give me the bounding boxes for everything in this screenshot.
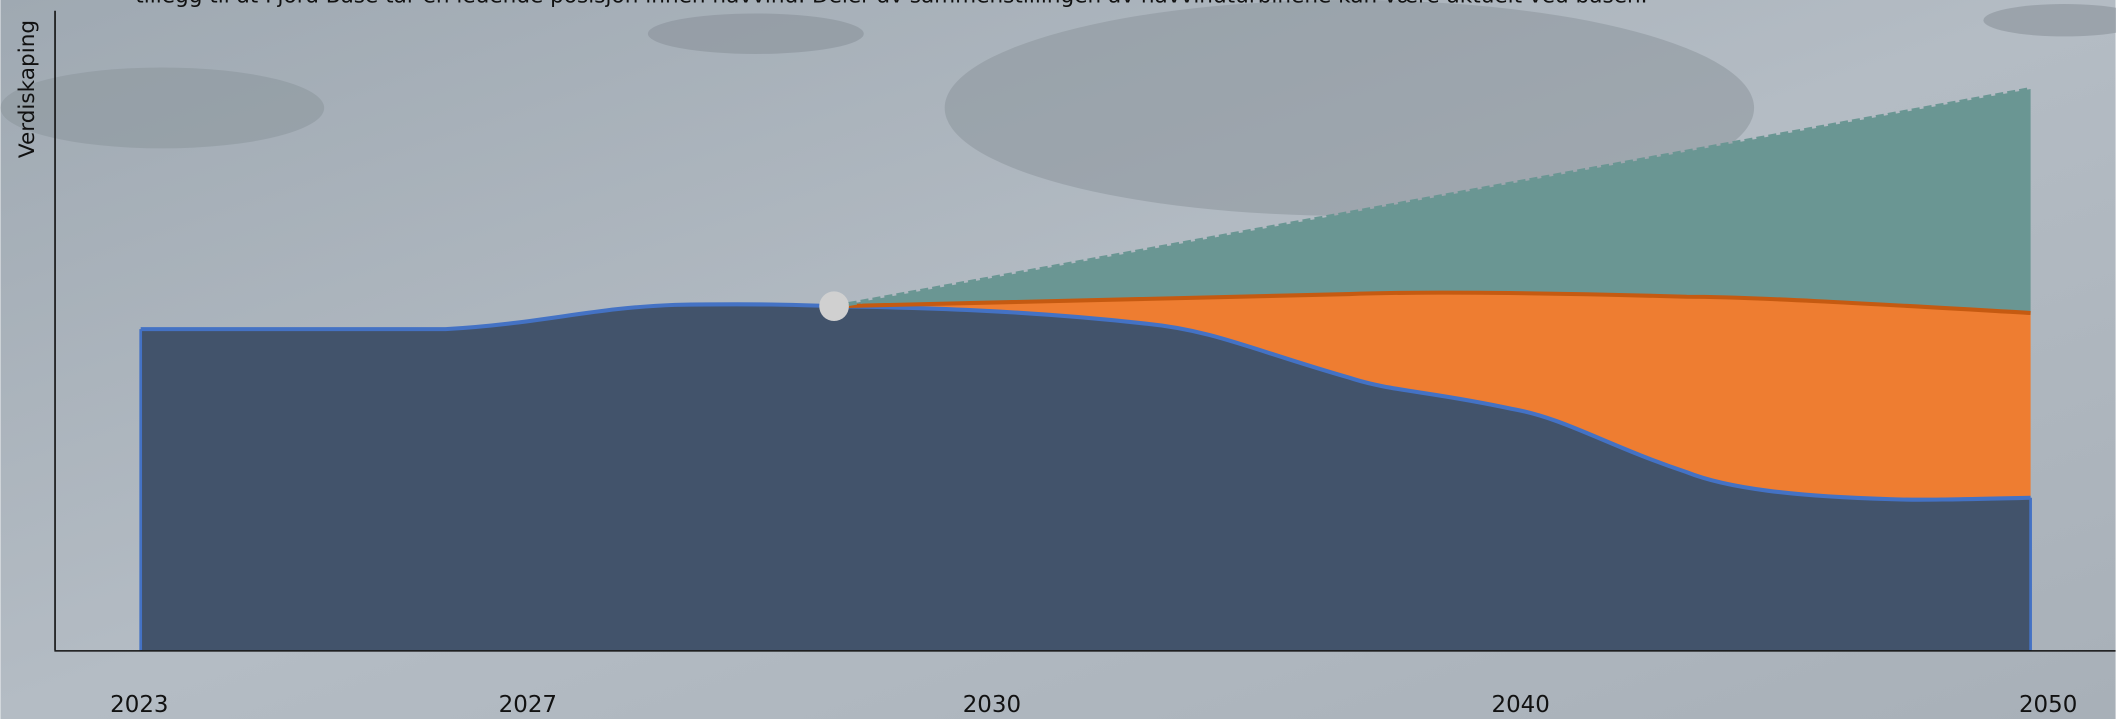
x-label: 2030: [963, 692, 1021, 718]
background-land: [647, 13, 864, 54]
background-land: [944, 0, 1755, 216]
x-label: 2050: [2019, 692, 2077, 718]
timeline-handle[interactable]: [819, 291, 849, 322]
line-teal-top: [836, 87, 2031, 309]
x-label: 2023: [110, 692, 168, 718]
background-land: [1983, 4, 2116, 37]
x-label: 2040: [1492, 692, 1550, 718]
y-axis-label: Verdiskaping: [15, 20, 40, 158]
background-land: [0, 67, 325, 149]
area-teal: [836, 89, 2031, 313]
line-dark-top: [140, 302, 2031, 502]
area-dark: [140, 304, 2031, 651]
line-orange-top: [836, 290, 2031, 315]
area-orange: [836, 292, 2031, 500]
x-label: 2027: [499, 692, 557, 718]
intro-text: tillegg til at Fjord Base tar en ledende…: [135, 0, 1647, 9]
